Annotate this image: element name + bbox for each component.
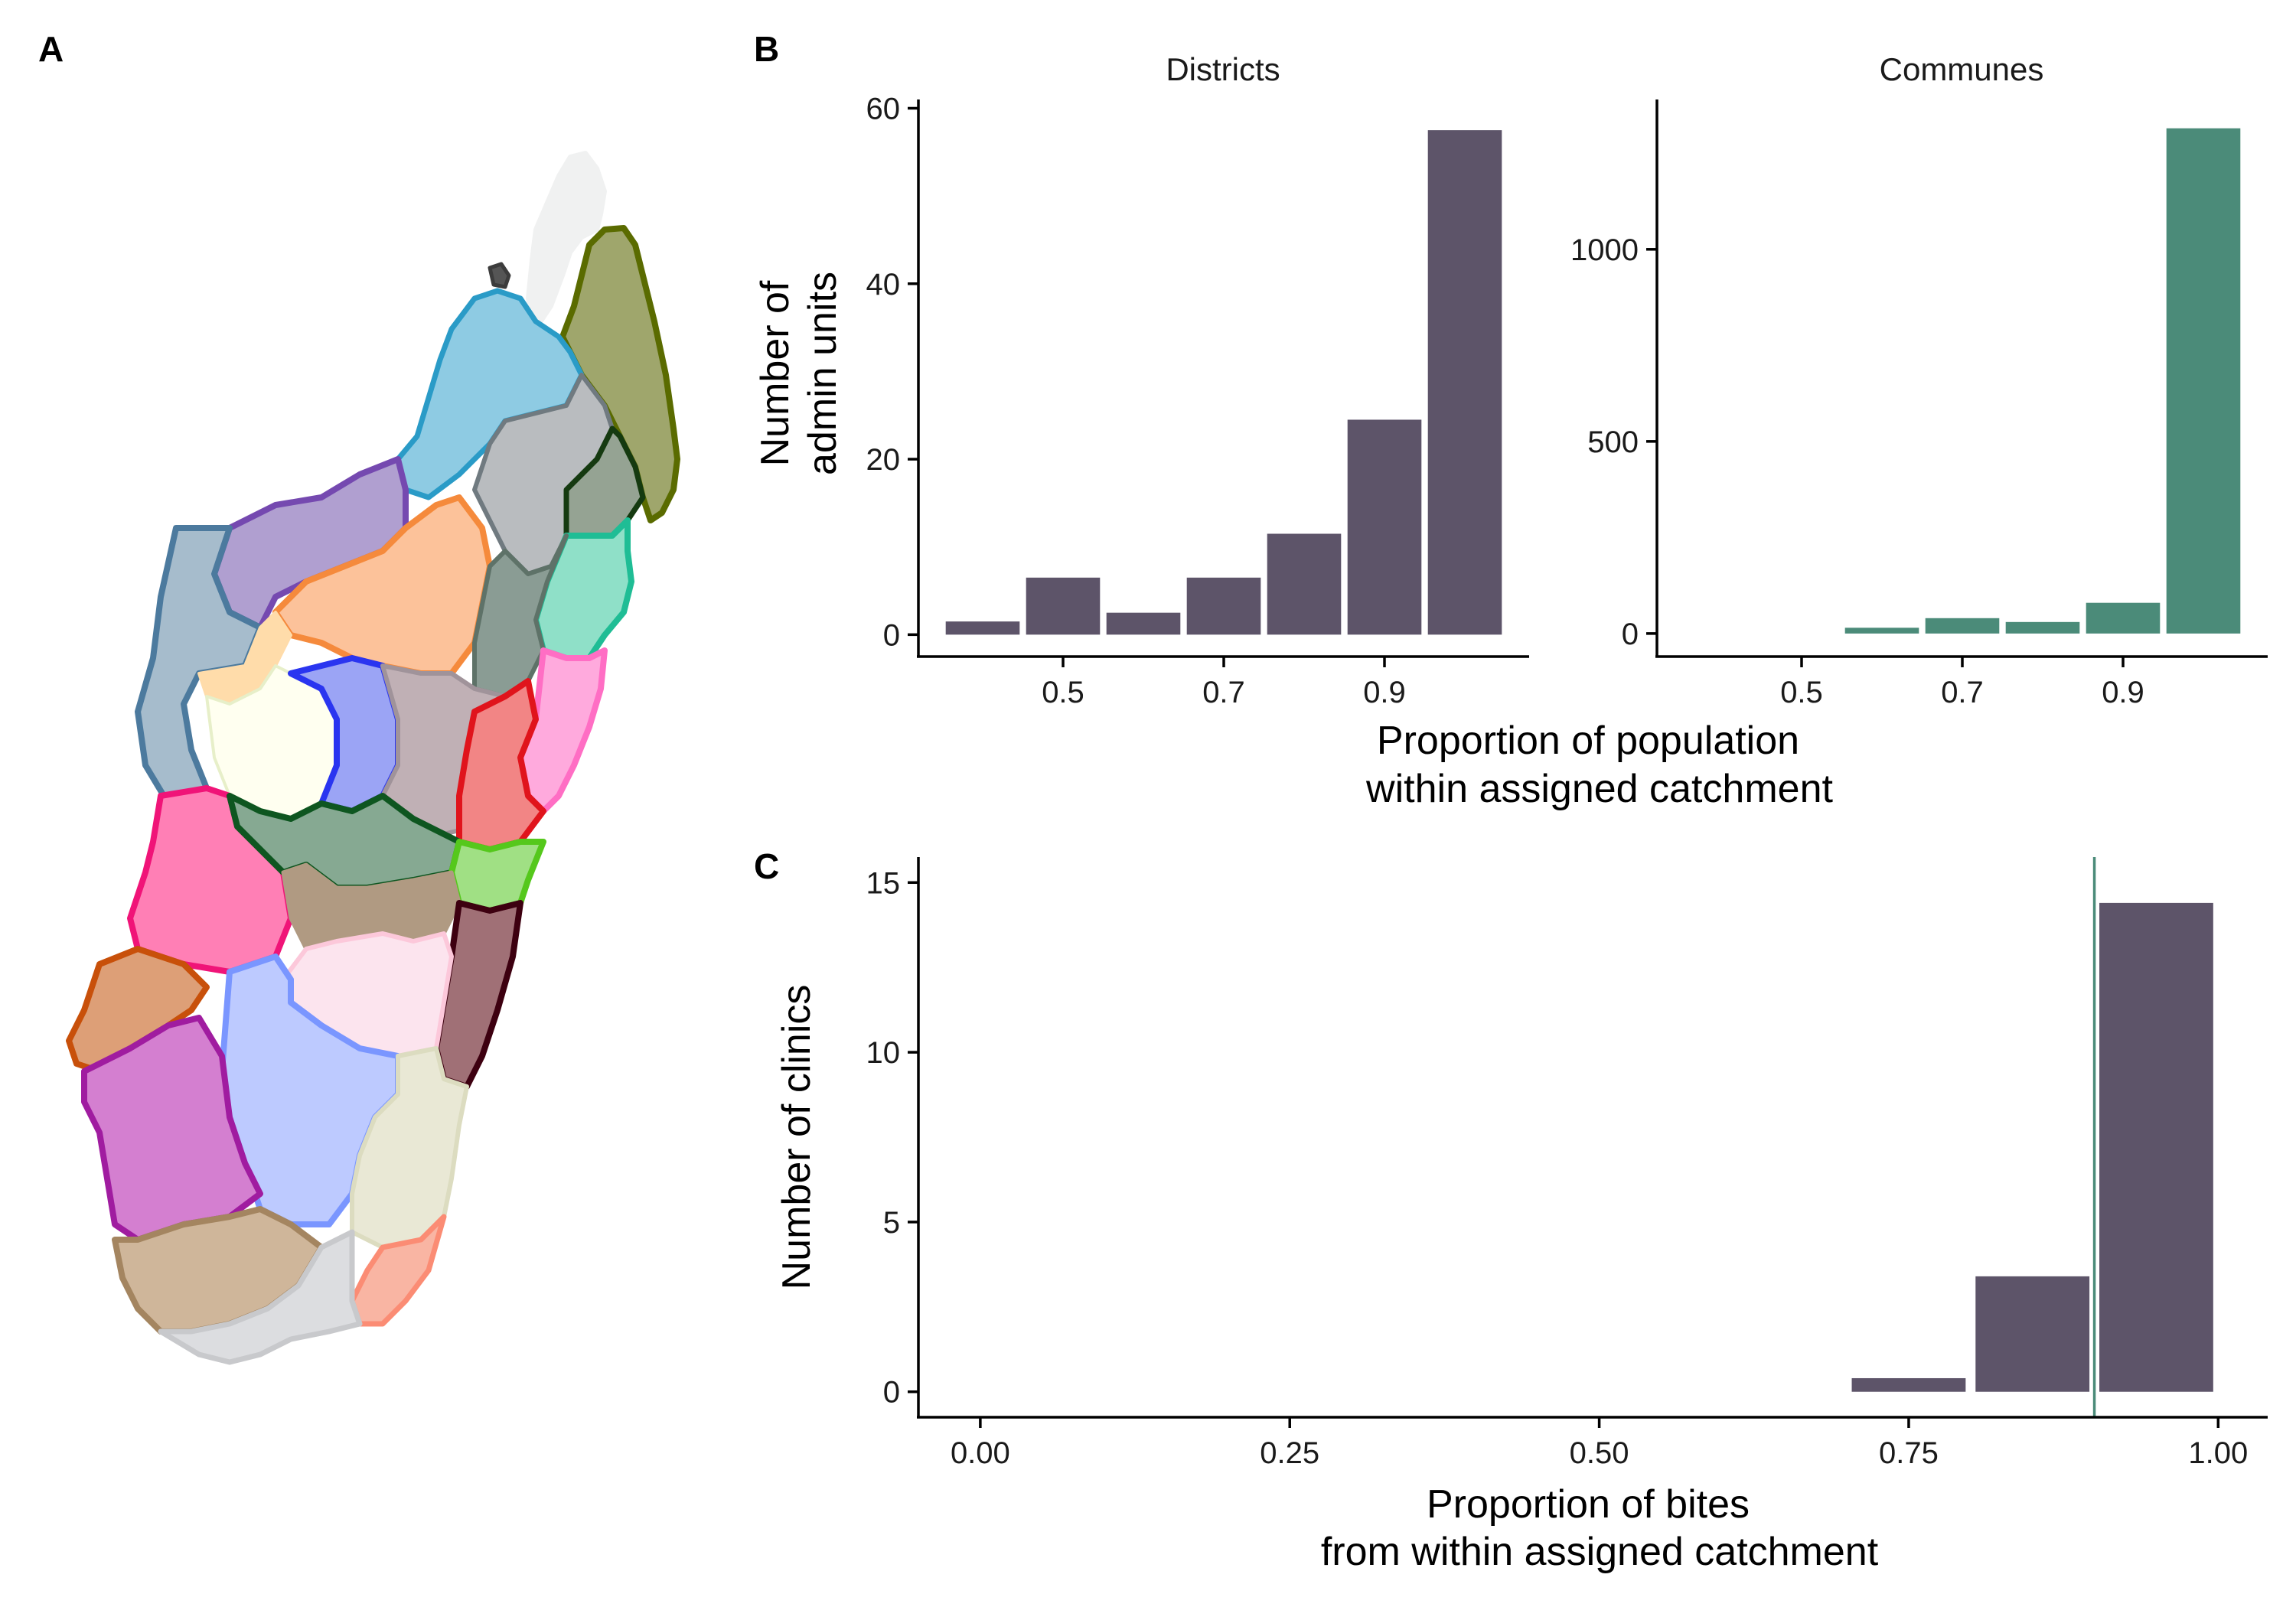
districts-bar-5 — [1347, 419, 1422, 635]
panel-b-y-title-line2: admin units — [801, 272, 845, 475]
districts-plot-area: 0.5 0.7 0.9 0 20 40 60 — [866, 92, 1502, 709]
panel-label-a: A — [38, 29, 64, 69]
clinics-x-tick-label-4: 1.00 — [2188, 1436, 2248, 1470]
panel-c-x-title-line2: from within assigned catchment — [1321, 1530, 1879, 1574]
clinics-y-tick-label-1: 5 — [883, 1206, 900, 1240]
communes-y-tick-label-1: 500 — [1587, 425, 1639, 459]
communes-plot-area: 0.5 0.7 0.9 0 500 1000 — [1570, 128, 2241, 709]
districts-bar-3 — [1186, 577, 1261, 635]
communes-x-tick-label-1: 0.7 — [1941, 676, 1984, 709]
panel-b-x-title-line1: Proportion of population — [1377, 719, 1799, 763]
districts-bar-0 — [945, 621, 1020, 635]
map-region-southeast-coast — [433, 900, 523, 1090]
districts-y-tick-label-1: 20 — [866, 443, 901, 477]
clinics-x-tick-label-3: 0.75 — [1879, 1436, 1939, 1470]
communes-bar-5 — [2086, 602, 2161, 634]
clinics-histogram: 0.00 0.25 0.50 0.75 1.00 0 5 10 15 — [866, 857, 2268, 1470]
panel-b-x-title-line2: within assigned catchment — [1365, 767, 1833, 811]
clinics-y-tick-label-2: 10 — [866, 1036, 901, 1070]
communes-x-tick-label-0: 0.5 — [1780, 676, 1823, 709]
districts-bar-2 — [1106, 612, 1181, 635]
districts-bar-6 — [1427, 130, 1502, 635]
districts-y-tick-label-3: 60 — [866, 92, 901, 125]
communes-y-tick-label-0: 0 — [1622, 618, 1639, 651]
clinics-bar-0 — [1851, 1377, 1966, 1392]
catchment-map — [66, 151, 680, 1365]
clinics-plot-area: 0.00 0.25 0.50 0.75 1.00 0 5 10 15 — [866, 857, 2248, 1470]
districts-x-tick-label-0: 0.5 — [1042, 676, 1084, 709]
clinics-y-tick-label-3: 15 — [866, 866, 901, 900]
clinics-bar-2 — [2099, 902, 2213, 1392]
panel-c-y-title: Number of clinics — [775, 985, 819, 1290]
communes-bar-2 — [1844, 627, 1919, 634]
map-region-islet — [488, 262, 511, 289]
clinics-bar-1 — [1975, 1276, 2090, 1392]
districts-bar-4 — [1267, 533, 1342, 635]
communes-y-tick-label-2: 1000 — [1570, 233, 1639, 267]
districts-x-tick-label-1: 0.7 — [1202, 676, 1245, 709]
map-region-southeast-salmon — [349, 1214, 447, 1327]
communes-bar-3 — [1925, 618, 2000, 634]
communes-x-tick-label-2: 0.9 — [2102, 676, 2144, 709]
panel-label-c: C — [754, 846, 779, 886]
communes-histogram: Communes 0.5 0.7 0.9 0 500 1000 — [1570, 51, 2268, 709]
districts-y-tick-label-2: 40 — [866, 268, 901, 302]
communes-facet-title: Communes — [1880, 51, 2044, 87]
map-region-lime — [448, 839, 546, 914]
panel-b-y-title-line1: Number of — [753, 280, 797, 466]
districts-facet-title: Districts — [1166, 51, 1280, 87]
map-region-south-grey — [158, 1229, 363, 1365]
map-region-southwest-magenta — [81, 1015, 263, 1243]
panel-label-b: B — [754, 29, 779, 69]
communes-bar-4 — [2005, 621, 2080, 634]
districts-y-tick-label-0: 0 — [883, 618, 900, 652]
panel-c-x-title-line1: Proportion of bites — [1427, 1482, 1750, 1527]
clinics-y-tick-label-0: 0 — [883, 1376, 900, 1410]
districts-histogram: Districts 0.5 0.7 0.9 0 20 40 60 — [866, 51, 1529, 709]
districts-x-tick-label-2: 0.9 — [1363, 676, 1406, 709]
map-region-east-red — [456, 678, 546, 852]
clinics-x-tick-label-1: 0.25 — [1260, 1436, 1319, 1470]
communes-bar-6 — [2166, 128, 2241, 634]
districts-bar-1 — [1026, 577, 1101, 635]
map-region-west — [135, 525, 263, 807]
clinics-x-tick-label-0: 0.00 — [951, 1436, 1010, 1470]
clinics-x-tick-label-2: 0.50 — [1570, 1436, 1629, 1470]
